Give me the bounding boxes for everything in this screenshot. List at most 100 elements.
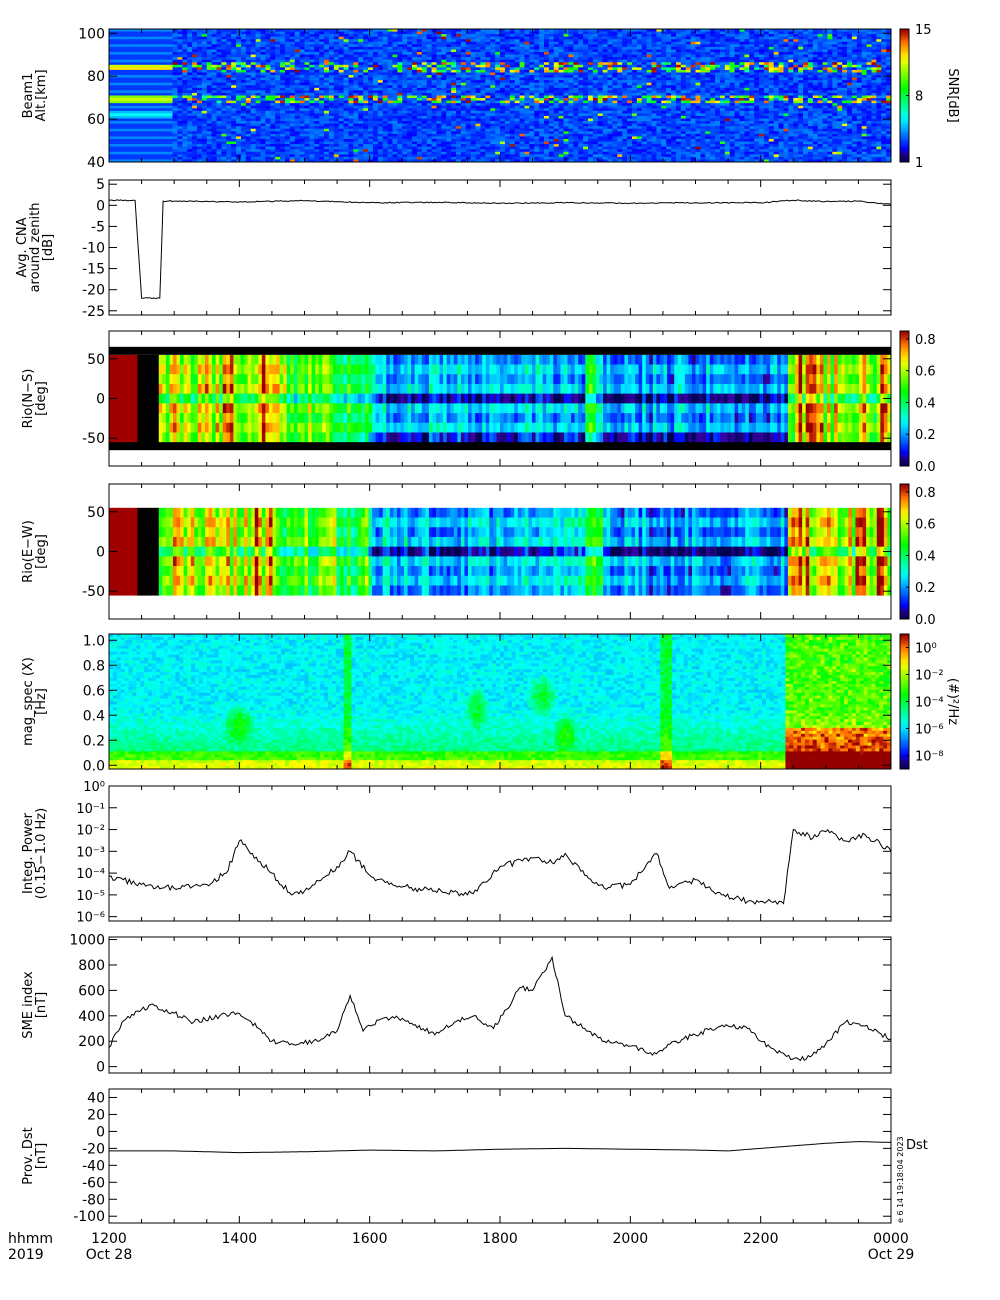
y-tick-label: 200 <box>78 1034 105 1050</box>
snr-heatmap-panel: Beam1Alt.[km] 40 60 80 100 1 8 15 SNR[dB] <box>21 23 960 171</box>
y-tick-label: -20 <box>82 283 105 299</box>
y-tick-label: 0.4 <box>83 708 105 724</box>
y-axis-label: Avg. CNAaround zenith[dB] <box>15 203 56 293</box>
y-tick-label: 100 <box>78 26 105 42</box>
colorbar-label: SNR[dB] <box>945 68 960 122</box>
y-tick-label: 10⁻⁴ <box>76 867 105 882</box>
y-tick-label: 50 <box>87 352 105 368</box>
y-axis-label: SME index[nT] <box>21 971 49 1039</box>
spectrogram-cells <box>109 634 891 769</box>
riometer-ew-panel: Rio(E−W)[deg] 50 0 -50 0.0 0.2 0.4 0.6 0.8 <box>21 483 936 628</box>
y-tick-label: -60 <box>82 1175 105 1191</box>
colorbar-tick-label: 0.2 <box>915 581 936 596</box>
colorbar-tick-label: 0.8 <box>915 333 936 348</box>
y-tick-label: 600 <box>78 983 105 999</box>
colorbar-tick-label: 8 <box>915 90 923 105</box>
y-tick-label: -25 <box>82 304 105 320</box>
series-line <box>109 199 891 300</box>
y-tick-label: -40 <box>82 1158 105 1174</box>
y-tick-label: 5 <box>96 177 105 193</box>
y-tick-label: 10⁻³ <box>76 845 105 860</box>
y-tick-label: 400 <box>78 1009 105 1025</box>
colorbar-tick-label: 10⁻⁸ <box>915 750 944 765</box>
y-tick-label: 60 <box>87 112 105 128</box>
y-axis-label: mag_spec (X)[Hz] <box>21 657 49 746</box>
y-axis-label: Integ. Power(0.15−1.0 Hz) <box>21 808 49 899</box>
y-tick-label: 0.0 <box>83 758 105 774</box>
y-tick-label: 80 <box>87 69 105 85</box>
y-tick-label: -100 <box>73 1209 105 1225</box>
y-tick-label: 40 <box>87 155 105 171</box>
colorbar-tick-label: 0.6 <box>915 365 936 380</box>
y-axis-label: Prov. Dst[nT] <box>21 1127 49 1184</box>
y-tick-label: 0 <box>96 198 105 214</box>
colorbar-tick-label: 0.8 <box>915 486 936 501</box>
y-tick-label: 20 <box>87 1107 105 1123</box>
generation-stamp: e 6 14 19:18:04 2023 <box>896 1136 905 1223</box>
sme-index-panel: SME index[nT] 0 200 400 600 800 1000 <box>21 933 892 1076</box>
y-tick-label: -20 <box>82 1141 105 1157</box>
x-tick-label: 1400 <box>222 1231 258 1247</box>
y-tick-label: 0 <box>96 1060 105 1076</box>
y-tick-label: 800 <box>78 958 105 974</box>
y-tick-label: 10⁻² <box>76 824 105 839</box>
y-tick-label: -5 <box>91 219 105 235</box>
colorbar-tick-label: 10⁻² <box>915 669 944 684</box>
colorbar-tick-label: 0.0 <box>915 613 936 628</box>
time-unit-label: hhmm <box>8 1231 53 1247</box>
y-axis-label: Beam1Alt.[km] <box>21 69 49 121</box>
colorbar-tick-label: 10⁻⁶ <box>915 723 944 738</box>
y-tick-label: 1.0 <box>83 633 105 649</box>
colorbar-tick-label: 0.6 <box>915 518 936 533</box>
riometer-ns-panel: Rio(N−S)[deg] 50 0 -50 0.0 0.2 0.4 0.6 0.8 <box>21 330 936 475</box>
no-data-band <box>109 346 891 355</box>
colorbar <box>899 483 910 620</box>
x-tick-label: 2200 <box>743 1231 779 1247</box>
colorbar-tick-label: 0.4 <box>915 549 936 564</box>
x-tick-label: 0000 <box>873 1231 909 1247</box>
colorbar-tick-label: 1 <box>915 156 923 171</box>
y-tick-label: 0 <box>96 1124 105 1140</box>
x-tick-label: 2000 <box>613 1231 649 1247</box>
mag-spectrogram-panel: mag_spec (X)[Hz] 0.0 0.2 0.4 0.6 0.8 1.0 10⁰ 10⁻… <box>21 633 960 774</box>
y-tick-label: 0.6 <box>83 683 105 699</box>
year-label: 2019 <box>8 1247 44 1263</box>
colorbar-tick-label: 0.0 <box>915 460 936 475</box>
y-tick-label: 10⁰ <box>83 780 105 795</box>
x-tick-label: 1600 <box>352 1231 388 1247</box>
cna-panel: Avg. CNAaround zenith[dB] 5 0 -5 -10 -15 -20 -2… <box>15 177 892 320</box>
series-label: Dst <box>906 1138 928 1153</box>
no-data-band <box>109 442 891 451</box>
series-line <box>109 828 891 905</box>
colorbar-tick-label: 15 <box>915 23 932 38</box>
y-tick-label: 10⁻¹ <box>76 802 105 817</box>
colorbar-tick-label: 10⁻⁴ <box>915 696 944 711</box>
start-date-label: Oct 28 <box>86 1247 132 1263</box>
y-tick-label: -10 <box>82 241 105 257</box>
y-tick-label: -50 <box>82 431 105 447</box>
y-tick-label: 0 <box>96 545 105 561</box>
colorbar-tick-label: 0.4 <box>915 396 936 411</box>
colorbar-tick-label: 10⁰ <box>915 642 937 657</box>
riometer-cells <box>109 354 891 443</box>
y-tick-label: 0 <box>96 392 105 408</box>
y-axis-label: Rio(N−S)[deg] <box>21 369 49 429</box>
colorbar <box>899 330 910 467</box>
snr-cells <box>109 29 891 162</box>
integrated-power-panel: Integ. Power(0.15−1.0 Hz) 10⁰ 10⁻¹ 10⁻² 10⁻³… <box>21 780 892 926</box>
x-tick-label: 1800 <box>482 1231 518 1247</box>
colorbar-label: (#)²/Hz <box>945 678 960 725</box>
riometer-cells <box>109 507 891 596</box>
x-tick-label: 1200 <box>91 1231 127 1247</box>
y-tick-label: -15 <box>82 262 105 278</box>
end-date-label: Oct 29 <box>868 1247 914 1263</box>
y-tick-label: 10⁻⁵ <box>76 889 105 904</box>
y-tick-label: 40 <box>87 1090 105 1106</box>
series-line <box>109 1141 891 1154</box>
y-axis-label: Rio(E−W)[deg] <box>21 520 49 583</box>
y-tick-label: 10⁻⁶ <box>76 911 105 926</box>
y-tick-label: -50 <box>82 584 105 600</box>
